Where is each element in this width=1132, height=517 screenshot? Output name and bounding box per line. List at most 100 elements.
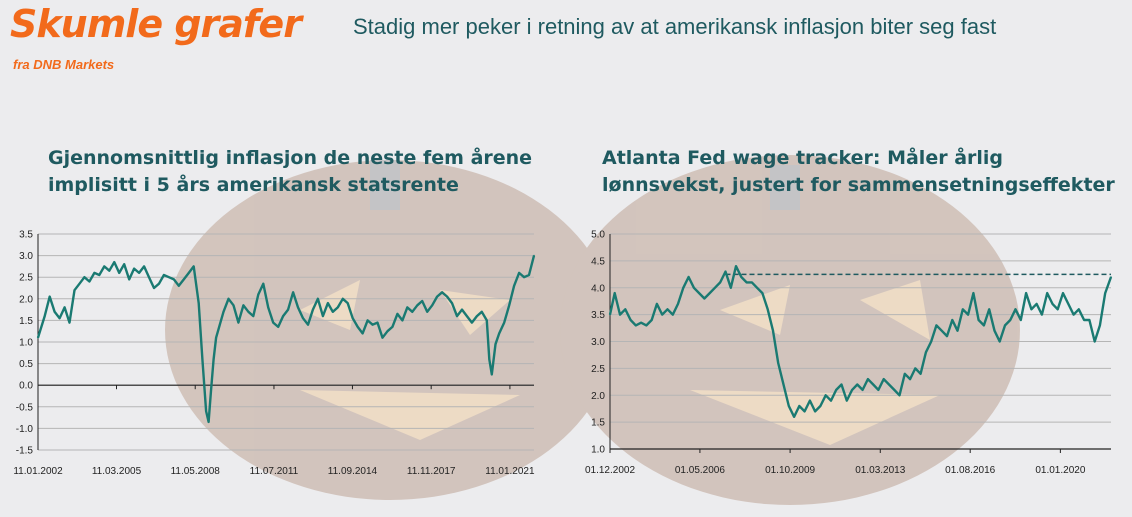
y-tick-label: 2.0	[19, 294, 33, 305]
data-point	[158, 282, 160, 285]
data-point	[803, 410, 806, 413]
x-tick-label: 01.10.2009	[765, 465, 815, 475]
data-point	[851, 389, 853, 391]
data-point	[766, 308, 769, 311]
data-point	[809, 399, 811, 402]
x-tick-label: 11.09.2014	[328, 466, 378, 475]
data-point	[53, 310, 56, 313]
data-point	[262, 282, 265, 285]
y-tick-label: 2.0	[591, 391, 605, 402]
data-point	[346, 302, 349, 304]
data-point	[371, 323, 374, 326]
data-point	[951, 319, 954, 321]
data-point	[930, 340, 932, 343]
chart-1-title-line-2: implisitt i 5 års amerikansk statsrente	[48, 174, 459, 196]
data-point	[476, 315, 478, 317]
data-point	[528, 274, 530, 276]
data-point	[456, 315, 458, 317]
data-point	[83, 276, 86, 278]
data-point	[740, 276, 743, 278]
data-point	[212, 358, 215, 361]
data-point	[993, 329, 996, 332]
data-point	[128, 278, 130, 281]
x-tick-label: 11.01.2021	[485, 466, 535, 475]
data-point	[1014, 308, 1017, 311]
data-point	[436, 295, 438, 298]
data-point	[513, 285, 515, 287]
data-point	[63, 306, 66, 309]
data-point	[888, 383, 890, 386]
data-point	[777, 362, 780, 364]
x-tick-label: 11.03.2005	[92, 466, 142, 475]
data-point	[703, 297, 706, 300]
data-point	[242, 304, 245, 307]
data-point	[503, 321, 505, 324]
data-point	[909, 378, 911, 380]
data-point	[163, 274, 165, 276]
data-point	[1078, 308, 1080, 311]
data-point	[882, 378, 885, 380]
data-point	[173, 278, 175, 281]
chart-1-title-line-1: Gjennomsnittlig inflasjon de neste fem å…	[48, 147, 533, 169]
data-point	[252, 315, 255, 317]
data-point	[43, 315, 46, 317]
data-point	[782, 383, 785, 386]
data-point	[138, 272, 140, 274]
data-point	[416, 304, 419, 307]
data-point	[292, 291, 294, 294]
data-point	[693, 286, 695, 289]
data-point	[1067, 303, 1070, 305]
data-point	[761, 292, 764, 294]
data-point	[247, 310, 250, 313]
y-tick-label: 1.5	[19, 316, 33, 327]
data-point	[824, 394, 827, 397]
data-point	[272, 321, 275, 324]
x-tick-label: 11.01.2002	[13, 466, 63, 475]
data-point	[351, 317, 354, 320]
data-point	[201, 358, 204, 361]
data-point	[1035, 303, 1038, 305]
chart-2-title: Atlanta Fed wage tracker: Måler årlig lø…	[602, 145, 1115, 199]
data-point	[998, 340, 1001, 343]
data-point	[677, 303, 679, 305]
data-point	[207, 421, 210, 423]
data-point	[168, 276, 170, 278]
data-point	[1025, 292, 1027, 294]
data-point	[336, 306, 339, 309]
data-point	[1030, 308, 1033, 311]
series-line	[608, 265, 1113, 419]
data-point	[98, 274, 101, 276]
data-point	[1051, 303, 1054, 305]
data-point	[282, 315, 284, 317]
y-tick-label: 1.0	[19, 338, 33, 349]
data-point	[640, 321, 642, 324]
brand-title: Skumle grafer	[10, 2, 302, 46]
data-point	[682, 286, 685, 289]
data-point	[1046, 292, 1048, 294]
chart-1-title: Gjennomsnittlig inflasjon de neste fem å…	[48, 145, 532, 199]
data-point	[867, 378, 869, 380]
data-point	[745, 281, 748, 284]
data-point	[1020, 319, 1022, 321]
y-tick-label: 2.5	[591, 364, 605, 375]
data-point	[977, 319, 980, 321]
data-point	[1062, 292, 1064, 294]
y-tick-label: 3.5	[591, 310, 605, 321]
data-point	[619, 313, 621, 316]
data-point	[645, 324, 648, 327]
data-point	[835, 389, 838, 391]
data-point	[946, 335, 948, 337]
data-point	[446, 295, 448, 298]
data-point	[856, 383, 859, 386]
data-point	[751, 281, 753, 284]
data-point	[919, 372, 922, 375]
data-point	[1104, 292, 1106, 294]
data-point	[103, 265, 106, 268]
data-point	[1093, 340, 1096, 343]
data-point	[277, 326, 279, 328]
data-point	[830, 399, 832, 402]
data-point	[635, 324, 637, 327]
data-point	[381, 336, 384, 339]
data-point	[287, 308, 289, 311]
data-point	[787, 405, 790, 407]
